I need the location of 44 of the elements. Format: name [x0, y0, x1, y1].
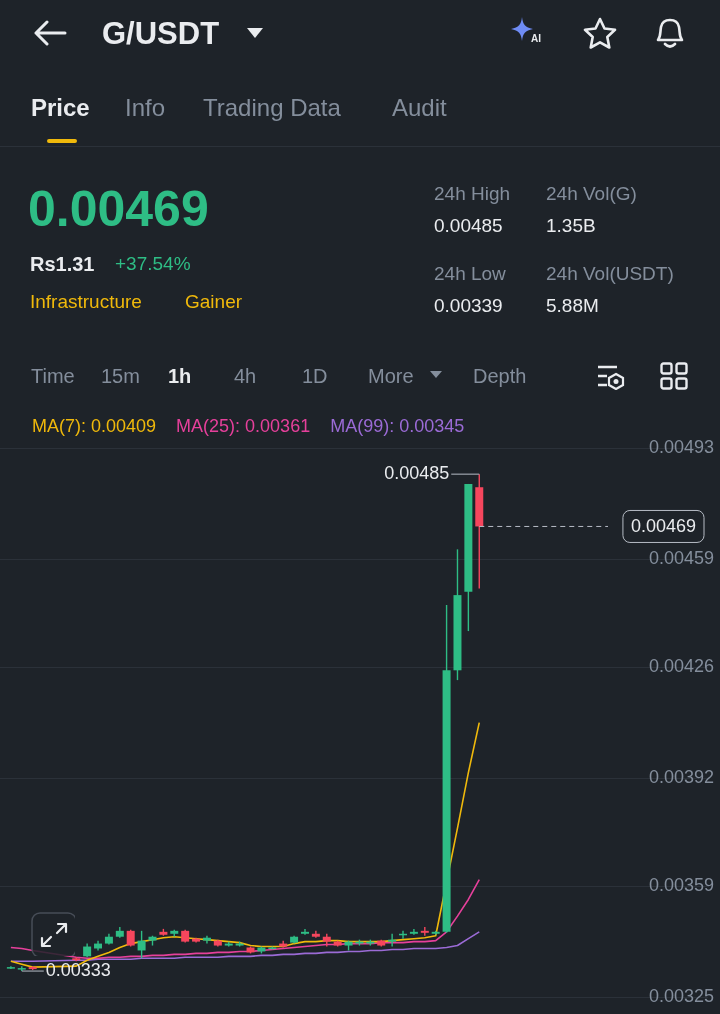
y-tick-label: 0.00493: [648, 436, 714, 457]
text: 24h Vol(USDT): [546, 263, 674, 284]
text: +37.54%: [115, 253, 191, 274]
text: Depth: [473, 365, 527, 387]
y-tick-label: 0.00459: [648, 548, 714, 569]
text: Trading Data: [203, 94, 341, 121]
text: MA(7): 0.00409: [32, 416, 157, 436]
text: 15m: [101, 365, 140, 387]
text: 0.00469: [28, 181, 209, 237]
text: MA(99): 0.00345: [330, 416, 465, 436]
candlestick: [137, 930, 146, 959]
text: 24h Vol(G): [546, 183, 637, 204]
candlestick: [202, 935, 211, 945]
text: 1D: [302, 365, 328, 387]
text: Price: [31, 94, 90, 121]
text: 24h High: [434, 183, 511, 204]
ref-line-label: 0.00469: [630, 516, 697, 537]
candlestick: [409, 928, 418, 936]
text: Rs1.31: [30, 253, 95, 275]
text: More: [368, 365, 414, 387]
candlestick: [300, 928, 309, 936]
text: MA(25): 0.00361: [176, 416, 311, 436]
chart-title: G/USDT: [102, 16, 220, 51]
annotation: 0.00333: [45, 960, 111, 981]
candlestick: [388, 933, 397, 948]
y-tick-label: 0.00426: [648, 655, 714, 676]
text: 1h: [168, 365, 192, 387]
text: Infrastructure: [30, 291, 142, 312]
text: 0.00339: [434, 295, 503, 316]
text: 0.00485: [434, 215, 503, 236]
annotation: 0.00485: [384, 463, 450, 484]
text: Time: [31, 365, 75, 387]
candlestick: [420, 926, 429, 937]
text: 1.35B: [546, 215, 596, 236]
y-tick-label: 0.00359: [648, 875, 714, 896]
text: Gainer: [185, 291, 243, 312]
text: 4h: [234, 365, 257, 387]
y-tick-label: 0.00325: [648, 986, 714, 1007]
text: AI: [531, 33, 541, 44]
y-tick-label: 0.00392: [648, 767, 714, 788]
text: 24h Low: [434, 263, 506, 284]
text: 5.88M: [546, 295, 599, 316]
text: Info: [125, 94, 166, 121]
text: Audit: [392, 94, 447, 121]
